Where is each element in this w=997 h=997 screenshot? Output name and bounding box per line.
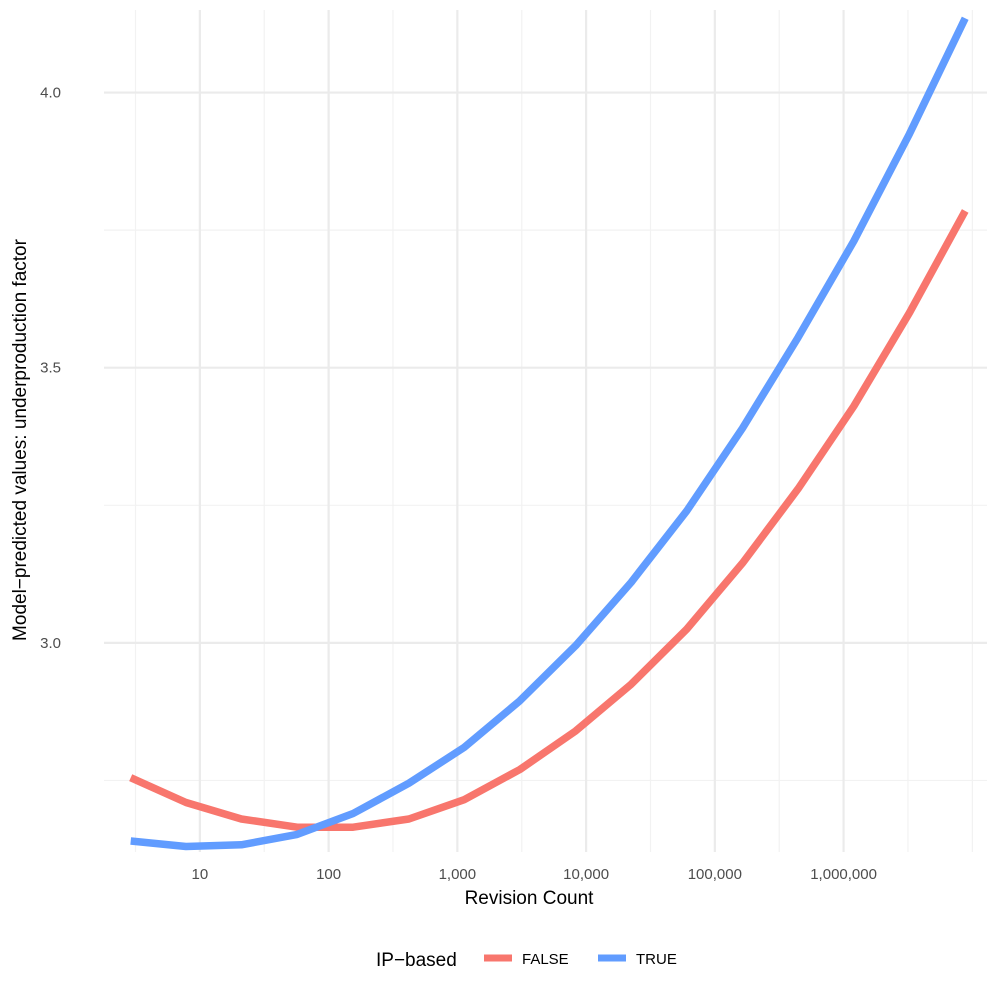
x-tick-label: 10 [192, 866, 209, 883]
x-axis-title: Revision Count [465, 888, 595, 909]
series-lines [129, 16, 969, 851]
x-tick-label: 10,000 [563, 866, 609, 883]
x-tick-label: 1,000 [439, 866, 477, 883]
y-tick-label: 3.5 [40, 360, 61, 377]
y-tick-label: 4.0 [40, 85, 61, 102]
x-tick-label: 100 [316, 866, 341, 883]
legend-label-true: TRUE [636, 951, 677, 968]
grid-minor [104, 10, 987, 852]
y-axis-title: Model−predicted values: underproduction … [10, 238, 31, 641]
grid-major [104, 10, 987, 852]
y-axis-ticks: 3.0 3.5 4.0 [40, 85, 61, 652]
y-tick-label: 3.0 [40, 635, 61, 652]
legend: IP−based FALSE TRUE [376, 950, 677, 971]
legend-label-false: FALSE [522, 951, 569, 968]
series-line-true [130, 16, 969, 851]
x-tick-label: 1,000,000 [810, 866, 877, 883]
series-line-false [129, 209, 969, 831]
x-tick-label: 100,000 [688, 866, 742, 883]
x-axis-ticks: 10 100 1,000 10,000 100,000 1,000,000 [192, 866, 877, 883]
legend-title: IP−based [376, 950, 457, 971]
